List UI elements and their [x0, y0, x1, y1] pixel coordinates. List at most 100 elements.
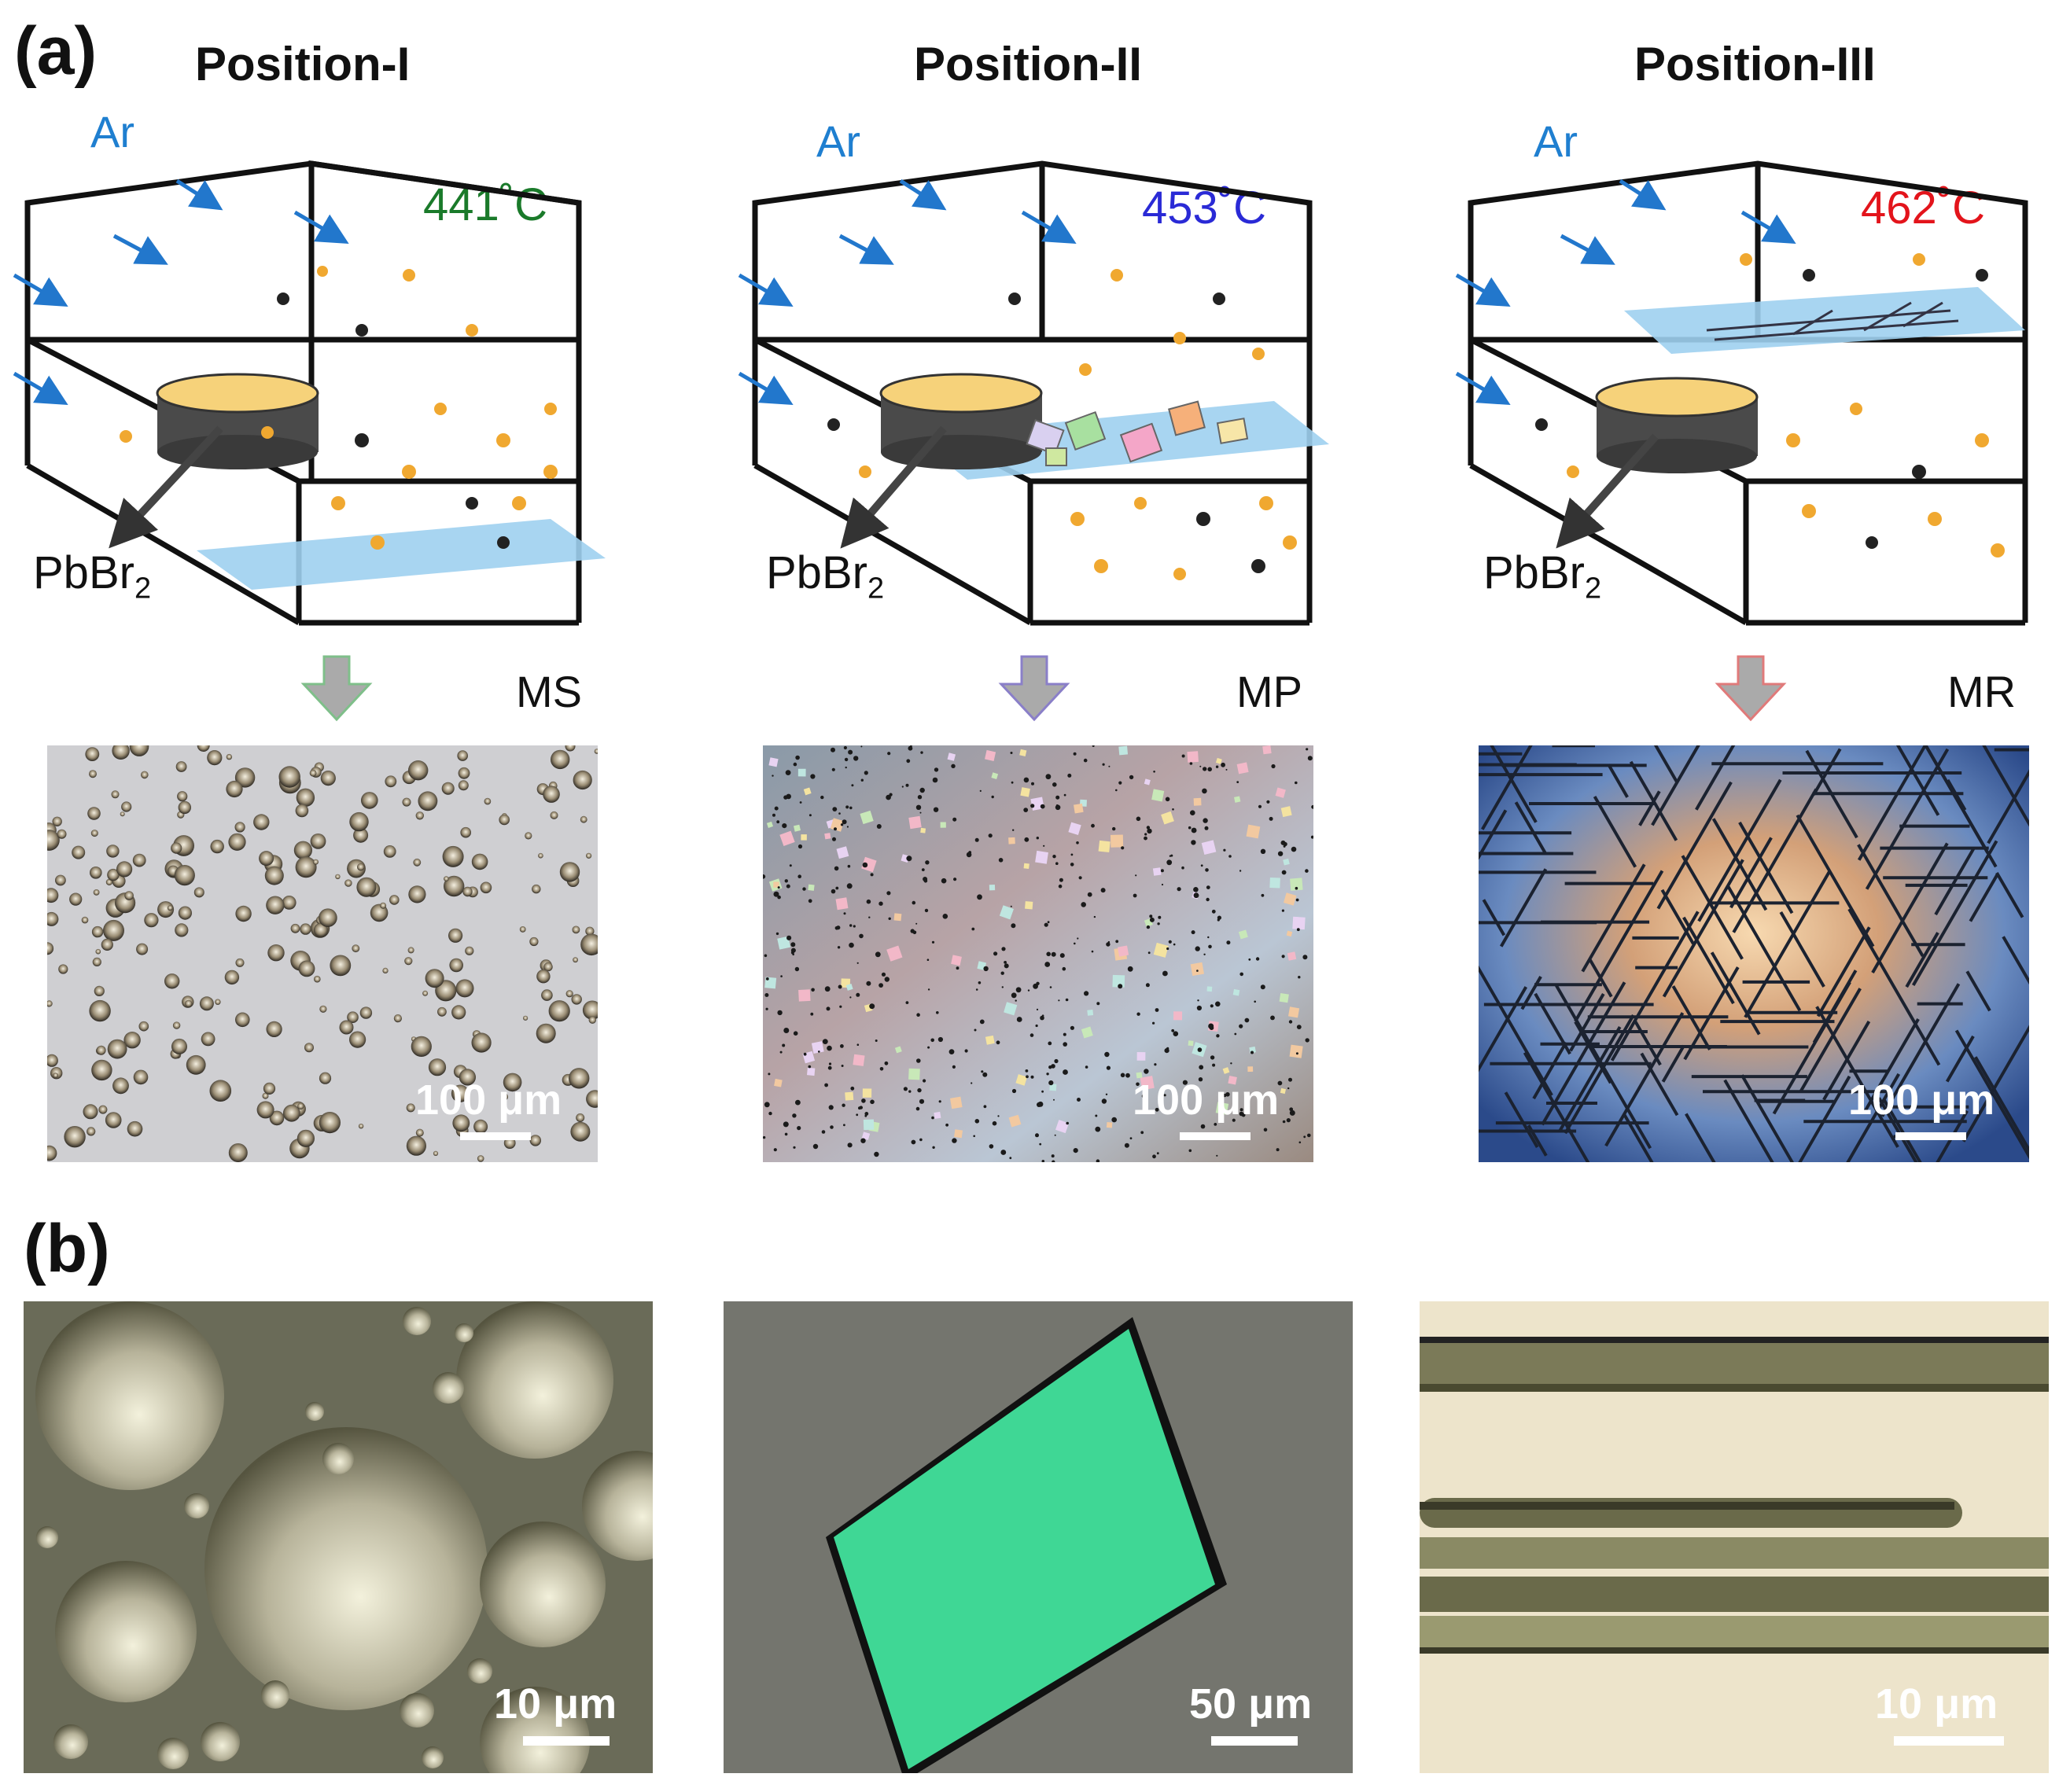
particle-dot	[1303, 1135, 1306, 1139]
microrod	[1685, 1113, 1716, 1162]
particle-dot	[1199, 1065, 1204, 1070]
particle-dot	[765, 977, 769, 981]
platelet	[1019, 749, 1027, 757]
particle-dot	[1239, 972, 1243, 977]
particle-dot	[992, 1120, 997, 1126]
particle-dot	[1030, 1075, 1034, 1079]
particle-dot	[903, 1087, 908, 1091]
droplet	[349, 1031, 366, 1048]
droplet	[228, 1143, 248, 1162]
particle-dot	[1077, 1098, 1081, 1102]
particle-dot	[1041, 1090, 1044, 1093]
particle-dot	[1211, 909, 1216, 914]
droplet	[319, 1072, 332, 1084]
microrod	[1610, 911, 1700, 1062]
platelet	[1193, 797, 1202, 806]
particle-dot	[826, 1006, 831, 1011]
microrod	[1532, 1041, 1567, 1100]
droplet	[106, 844, 120, 858]
microrod	[1527, 1124, 1548, 1157]
particle-dot	[924, 908, 929, 913]
particle-dot	[1051, 1064, 1055, 1069]
platelet	[908, 1068, 920, 1080]
particle-dot	[786, 884, 790, 889]
particle-dot	[878, 983, 883, 988]
particle-dot	[1165, 797, 1170, 802]
droplet	[550, 811, 558, 819]
microrod	[1740, 1074, 1794, 1162]
particle-dot	[846, 883, 853, 889]
particle-dot	[919, 787, 925, 793]
particle-dot	[1182, 1080, 1188, 1085]
particle-dot	[917, 795, 923, 800]
droplet	[586, 852, 592, 859]
microrod	[1732, 788, 1818, 933]
microrod	[1656, 781, 1733, 910]
particle-dot	[1096, 1002, 1100, 1006]
particle-dot	[1091, 823, 1095, 828]
particle-dot	[1221, 762, 1225, 767]
droplet	[402, 797, 411, 807]
particle-dot	[1160, 869, 1164, 873]
droplet	[193, 887, 204, 898]
particle-dot	[1124, 1143, 1129, 1148]
microrod	[1523, 1051, 1590, 1162]
particle-dot	[1052, 1160, 1055, 1162]
particle-dot	[789, 864, 792, 867]
particle-dot	[1239, 1108, 1243, 1112]
particle-dot	[1166, 947, 1169, 951]
particle-dot	[974, 837, 979, 842]
droplet	[278, 766, 300, 788]
droplet	[175, 761, 187, 772]
particle-dot	[1000, 971, 1004, 975]
position-3-down-arrow	[1715, 655, 1787, 722]
platelet	[1286, 930, 1293, 937]
microrod	[1723, 1079, 1774, 1162]
particle-dot	[1193, 1110, 1195, 1113]
position-1-source-arrow	[109, 425, 223, 549]
droplet	[503, 1073, 522, 1092]
particle-dot	[974, 1119, 980, 1124]
particle-dot	[1135, 874, 1137, 877]
droplet	[304, 1043, 314, 1053]
microrod	[1995, 871, 2024, 918]
particle-dot	[874, 1151, 879, 1157]
platelet	[1173, 1011, 1183, 1021]
platelet	[863, 1119, 875, 1131]
microrod	[1534, 992, 1571, 1055]
droplet	[594, 749, 598, 754]
droplet	[565, 990, 573, 998]
droplet	[543, 962, 553, 972]
particle-dot	[853, 756, 859, 761]
schematics	[13, 160, 2028, 722]
particle-dot	[831, 767, 835, 771]
particle-dot	[861, 1098, 866, 1103]
droplet	[425, 969, 444, 988]
droplet	[177, 791, 188, 802]
particle-dot	[824, 1083, 828, 1087]
particle-dot	[923, 1079, 926, 1083]
microrod	[1504, 1091, 1539, 1149]
particle-dot	[1298, 1141, 1302, 1144]
particle-dot	[1059, 878, 1063, 882]
platelet	[860, 810, 874, 825]
droplet	[339, 1020, 354, 1035]
particle-dot	[989, 1144, 994, 1149]
droplet	[295, 804, 309, 818]
particle-dot	[927, 1046, 930, 1049]
microrod	[1779, 911, 1825, 988]
particle-dot	[777, 895, 781, 900]
particle-dot	[1010, 905, 1012, 907]
particle-dot	[1015, 987, 1022, 993]
particle-dot	[993, 951, 998, 956]
droplet	[458, 780, 469, 791]
particle-dot	[1181, 866, 1184, 870]
particle-dot	[971, 1082, 973, 1084]
particle-dot	[1100, 888, 1106, 893]
droplet	[186, 1054, 206, 1075]
position-3-scale-label: 100 μm	[1848, 1076, 1995, 1124]
droplet	[98, 1105, 108, 1114]
particle-dot	[952, 1065, 956, 1069]
particle-dot	[1207, 936, 1210, 939]
particle-dot	[1004, 963, 1009, 969]
